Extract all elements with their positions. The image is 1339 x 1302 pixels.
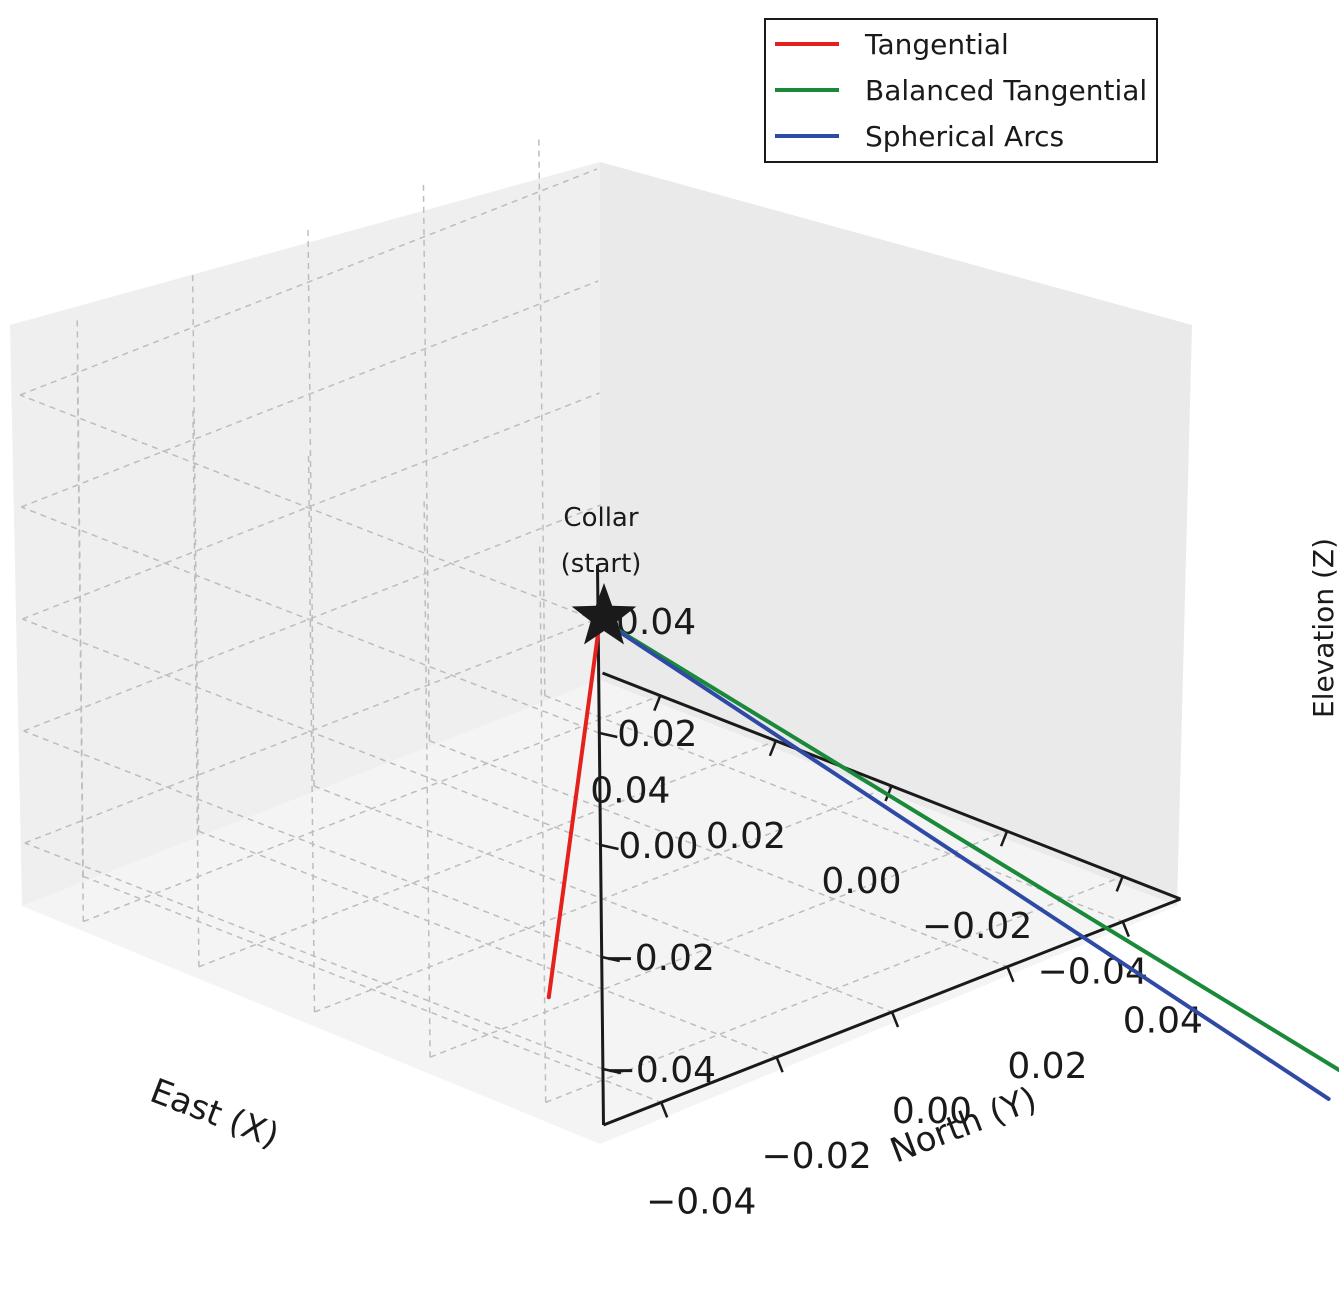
x-tick-mark-0 <box>653 695 662 712</box>
y-tick-mark-4 <box>660 1101 669 1118</box>
z-tick-mark-1 <box>599 731 618 739</box>
series-line-1 <box>598 617 1339 1073</box>
x-tick-mark-3 <box>999 830 1009 847</box>
y-tick-mark-1 <box>1006 966 1015 983</box>
x-tick-label-0: 0.04 <box>590 771 670 812</box>
tick-labels: 0.040.020.00−0.02−0.040.040.020.00−0.02−… <box>590 602 1203 1222</box>
series-line-0 <box>546 617 602 1000</box>
y-tick-label-2: 0.00 <box>892 1091 972 1132</box>
grid-line-x-4-floor <box>545 875 1123 1104</box>
grid-line-y-1-floor <box>429 740 1008 968</box>
grid-line-y-4-vertical <box>76 316 84 877</box>
grid-line-z-4-right <box>24 842 604 1070</box>
z-tick-mark-3 <box>601 955 620 963</box>
collar-label-line-2: (start) <box>561 549 642 579</box>
z-tick-mark-4 <box>602 1067 622 1075</box>
collar-annotation: Collar (start) <box>561 503 642 645</box>
x-tick-mark-1 <box>768 740 778 757</box>
grid-line-y-4-floor <box>82 875 662 1104</box>
z-tick-mark-2 <box>600 843 619 851</box>
collar-star-marker <box>571 583 637 645</box>
grid-line-y-0-vertical <box>538 135 546 696</box>
grid-line-z-2-right <box>22 618 601 846</box>
grid-line-z-2-left <box>22 392 600 620</box>
series-line-2 <box>598 617 1331 1101</box>
y-tick-mark-3 <box>775 1056 784 1073</box>
grid-line-z-0-left <box>19 168 598 396</box>
grid-line-z-1-right <box>21 506 600 734</box>
grid-line-x-3-vertical <box>423 497 431 1058</box>
x-tick-mark-4 <box>1115 875 1124 892</box>
y-tick-label-4: −0.04 <box>646 1181 756 1222</box>
series-lines <box>546 617 1339 1101</box>
legend: Tangential Balanced Tangential Spherical A… <box>764 18 1158 163</box>
grid-line-z-4-left <box>24 616 603 844</box>
z-tick-label-4: −0.04 <box>606 1050 716 1091</box>
grid-line-y-3-floor <box>198 830 777 1058</box>
grid-line-z-3-right <box>23 730 602 958</box>
y-tick-label-1: 0.02 <box>1007 1046 1087 1087</box>
z-axis-title: Elevation (Z) <box>1307 538 1339 718</box>
grid-line-z-1-left <box>21 280 599 508</box>
legend-label-1: Balanced Tangential <box>865 74 1147 107</box>
x-tick-label-2: 0.00 <box>821 861 901 902</box>
legend-label-2: Spherical Arcs <box>865 120 1064 153</box>
x-axis-title: East (X) <box>145 1071 284 1156</box>
grid-line-x-1-floor <box>198 740 777 968</box>
grid-line-z-0-right <box>19 394 599 622</box>
collar-label-line-1: Collar <box>563 503 638 533</box>
x-tick-label-1: 0.02 <box>706 816 786 857</box>
x-tick-label-3: −0.02 <box>922 906 1032 947</box>
z-tick-label-2: 0.00 <box>618 826 698 867</box>
pane-right <box>600 162 1192 906</box>
y-tick-mark-0 <box>1121 921 1130 938</box>
grid-line-y-2-floor <box>313 785 893 1013</box>
grid-line-y-0-floor <box>544 694 1124 923</box>
pane-left <box>10 162 600 906</box>
legend-label-0: Tangential <box>864 28 1009 61</box>
y-tick-label-3: −0.02 <box>761 1136 871 1177</box>
legend-items: Tangential Balanced Tangential Spherical A… <box>775 28 1147 153</box>
z-tick-label-1: 0.02 <box>617 714 697 755</box>
x-tick-label-4: −0.04 <box>1038 951 1148 992</box>
grid-line-x-4-vertical <box>538 542 547 1103</box>
z-tick-label-3: −0.02 <box>605 938 715 979</box>
grid-line-y-3-vertical <box>191 271 200 832</box>
grid-lines <box>19 135 1124 1104</box>
grid-line-z-3-left <box>23 504 601 732</box>
y-tick-mark-2 <box>890 1011 900 1028</box>
grid-line-x-0-floor <box>83 694 661 923</box>
